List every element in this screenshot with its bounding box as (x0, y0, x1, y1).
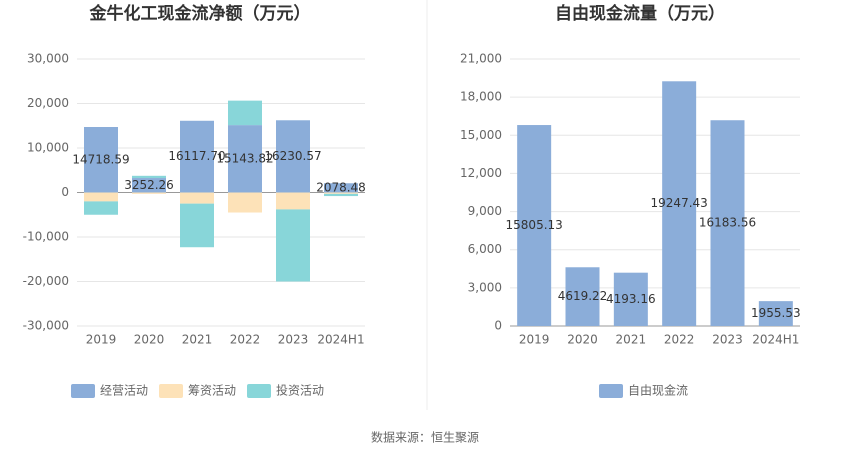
bar (180, 120, 214, 193)
bar (132, 175, 166, 179)
bar (132, 178, 166, 193)
bar (662, 81, 697, 326)
legend-label: 筹资活动 (188, 384, 236, 398)
y-tick-label: 0 (494, 319, 502, 333)
y-tick-label: 21,000 (460, 52, 502, 66)
x-tick-label: 2020 (134, 333, 165, 347)
y-tick-label: -20,000 (23, 274, 69, 288)
chart-title: 金牛化工现金流净额（万元） (89, 3, 311, 24)
value-label: 4193.16 (606, 292, 656, 306)
y-tick-label: 3,000 (468, 280, 502, 294)
y-tick-label: 0 (61, 185, 69, 199)
bar (228, 100, 262, 126)
legend-label: 投资活动 (276, 383, 324, 398)
bar (180, 192, 214, 204)
legend-swatch (159, 384, 183, 398)
legend-swatch (599, 384, 623, 398)
legend-label: 经营活动 (100, 384, 148, 398)
x-tick-label: 2019 (86, 333, 117, 347)
bar (84, 127, 118, 193)
source: 数据来源：恒生聚源 (371, 430, 479, 445)
y-tick-label: 9,000 (468, 204, 502, 218)
x-tick-label: 2019 (519, 333, 550, 347)
value-label: 16230.57 (264, 149, 321, 163)
y-tick-label: 10,000 (27, 141, 69, 155)
bar (324, 193, 358, 197)
value-label: 2078.48 (316, 180, 366, 194)
value-label: 15143.82 (216, 151, 273, 165)
bar (324, 192, 358, 194)
bar (324, 183, 358, 193)
value-label: 4619.22 (558, 289, 608, 303)
bar (228, 192, 262, 213)
x-tick-label: 2023 (278, 333, 309, 347)
y-tick-label: 20,000 (27, 96, 69, 110)
y-tick-label: 6,000 (468, 242, 502, 256)
y-tick-label: 12,000 (460, 166, 502, 180)
x-tick-label: 2024H1 (317, 333, 364, 347)
value-label: 19247.43 (651, 196, 708, 210)
x-tick-label: 2022 (664, 333, 695, 347)
value-label: 16183.56 (699, 216, 756, 230)
bar (565, 267, 600, 326)
value-label: 14718.59 (72, 152, 129, 166)
bar (132, 192, 166, 194)
legend-label: 自由现金流 (628, 383, 688, 398)
x-tick-label: 2023 (712, 333, 743, 347)
bar (517, 125, 552, 326)
bar (276, 209, 310, 282)
y-tick-label: 30,000 (27, 52, 69, 66)
y-tick-label: 18,000 (460, 90, 502, 104)
bar (180, 203, 214, 248)
y-tick-label: -10,000 (23, 230, 69, 244)
bar (276, 120, 310, 193)
x-tick-label: 2021 (182, 333, 213, 347)
value-label: 3252.26 (124, 178, 174, 192)
bar (710, 120, 745, 326)
bar (228, 125, 262, 193)
x-tick-label: 2022 (230, 333, 261, 347)
value-label: 16117.70 (168, 149, 225, 163)
y-tick-label: -30,000 (23, 319, 69, 333)
bar (276, 192, 310, 210)
y-tick-label: 15,000 (460, 128, 502, 142)
chart-title: 自由现金流量（万元） (555, 3, 725, 24)
value-label: 15805.13 (506, 218, 563, 232)
bar (84, 201, 118, 215)
legend-swatch (71, 384, 95, 398)
bar (613, 272, 648, 326)
legend-swatch (247, 384, 271, 398)
bar (758, 301, 793, 326)
bar (84, 192, 118, 202)
x-tick-label: 2024H1 (752, 333, 799, 347)
value-label: 1955.53 (751, 306, 801, 320)
x-tick-label: 2020 (567, 333, 598, 347)
x-tick-label: 2021 (616, 333, 647, 347)
